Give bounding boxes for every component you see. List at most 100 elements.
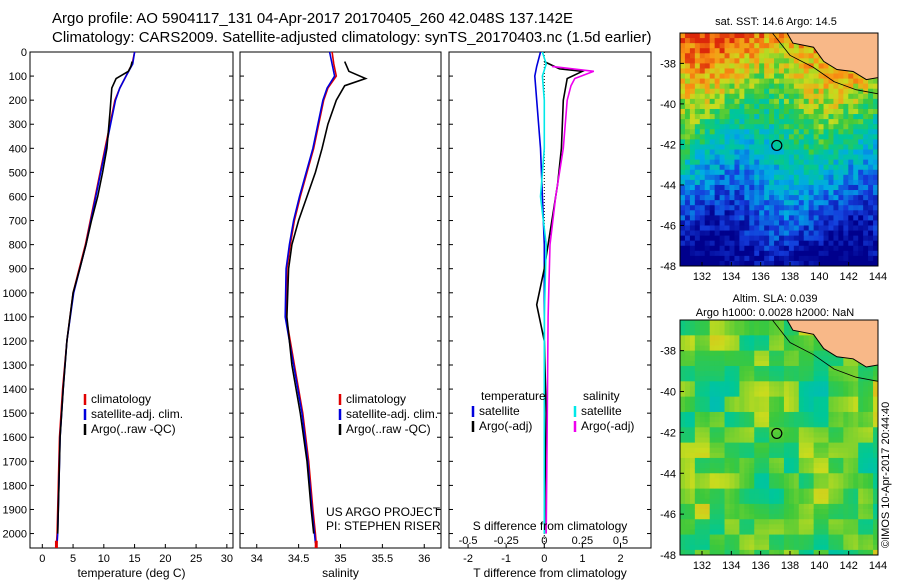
sst_map-cell bbox=[749, 210, 755, 216]
sla_map-cell bbox=[694, 406, 701, 413]
sla_map-cell bbox=[858, 544, 864, 551]
sla_map-cell bbox=[739, 335, 745, 341]
sst_map-cell bbox=[759, 164, 765, 171]
sst_map-cell bbox=[793, 215, 800, 221]
sst_map-cell bbox=[744, 134, 750, 140]
sla_map-cell bbox=[734, 396, 740, 403]
sla_map-cell bbox=[788, 360, 795, 367]
sla_map-cell bbox=[848, 427, 854, 433]
sla_map-cell bbox=[818, 350, 824, 357]
sst_map-cell bbox=[823, 225, 829, 231]
sla_map-cell bbox=[684, 325, 691, 331]
sla_map-cell bbox=[699, 417, 706, 423]
sla_map-cell bbox=[783, 381, 790, 387]
sla_map-cell bbox=[783, 437, 790, 444]
sla_map-cell bbox=[783, 519, 790, 525]
sla_map-cell bbox=[833, 473, 839, 479]
sst_map-cell bbox=[853, 215, 859, 221]
sst_map-cell bbox=[709, 260, 716, 267]
sst_map-cell bbox=[813, 108, 819, 115]
sst_map-cell bbox=[833, 250, 839, 257]
sst_map-cell bbox=[699, 78, 706, 85]
sla_map-cell bbox=[853, 396, 859, 403]
sst_map-cell bbox=[823, 240, 829, 247]
sst_map-cell bbox=[684, 250, 691, 257]
sla_map-cell bbox=[734, 493, 740, 500]
sla_map-cell bbox=[783, 498, 790, 505]
sst_map-cell bbox=[788, 129, 795, 135]
sst_map-cell bbox=[803, 235, 810, 242]
sla_map-cell bbox=[779, 447, 785, 454]
sst_map-cell bbox=[779, 179, 785, 186]
sst_map-cell bbox=[684, 149, 691, 155]
sst_map-cell bbox=[853, 245, 859, 252]
sst_map-cell bbox=[858, 88, 864, 95]
sla_map-cell bbox=[798, 442, 805, 449]
sst_map-cell bbox=[823, 184, 829, 191]
sst_map-cell bbox=[729, 33, 735, 39]
sla_map-cell bbox=[873, 514, 879, 520]
sla_map-cell bbox=[838, 371, 844, 377]
sst_map-cell bbox=[818, 215, 824, 221]
sla_map-cell bbox=[813, 427, 819, 433]
sla_map-cell bbox=[808, 376, 815, 382]
sla_map-cell bbox=[719, 401, 725, 408]
sst_map-cell bbox=[684, 139, 691, 145]
sst_map-cell bbox=[724, 78, 730, 85]
sst_map-cell bbox=[833, 68, 839, 74]
sla_map-cell bbox=[704, 493, 711, 500]
sst_map-cell bbox=[719, 129, 725, 135]
sla_map-cell bbox=[779, 503, 785, 510]
sla_map-cell bbox=[823, 483, 829, 489]
sla_map-cell bbox=[813, 529, 819, 535]
sst_map-cell bbox=[853, 98, 859, 105]
sla_map-cell bbox=[803, 391, 810, 398]
sla_map-cell bbox=[828, 401, 834, 408]
sst_map-cell bbox=[709, 210, 716, 216]
sla_map-cell bbox=[754, 447, 760, 454]
sst_map-cell bbox=[788, 78, 795, 85]
sla_map-cell bbox=[734, 437, 740, 444]
sla_map-cell bbox=[734, 376, 740, 382]
sst_map-cell bbox=[808, 205, 815, 211]
sla_map-cell bbox=[823, 468, 829, 474]
sst_map-cell bbox=[783, 159, 790, 166]
sst_map-cell bbox=[749, 134, 755, 140]
sla_map-cell bbox=[833, 457, 839, 464]
sst_map-cell bbox=[833, 260, 839, 267]
sla_map-cell bbox=[734, 447, 740, 454]
sla_map-cell bbox=[689, 376, 696, 382]
sla_map-cell bbox=[769, 488, 775, 495]
sst_map-cell bbox=[734, 114, 740, 120]
sst_map-cell bbox=[759, 195, 765, 201]
temperature-profile-line bbox=[56, 61, 133, 534]
sst_map-cell bbox=[833, 220, 839, 226]
sst_map-cell bbox=[788, 88, 795, 95]
sst_map-cell bbox=[783, 114, 790, 120]
sla_map-cell bbox=[684, 549, 691, 556]
sst_map-cell bbox=[779, 154, 785, 161]
sla_map-cell bbox=[754, 452, 760, 459]
sla_map-cell bbox=[798, 360, 805, 367]
sla_map-cell bbox=[704, 417, 711, 423]
sst_map-cell bbox=[853, 144, 859, 150]
sla_map-cell bbox=[813, 406, 819, 413]
sst_map-cell bbox=[858, 144, 864, 150]
sst_map-cell bbox=[843, 103, 849, 110]
sla_map-cell bbox=[873, 437, 879, 444]
sst_map-cell bbox=[833, 83, 839, 90]
sla_map-cell bbox=[699, 452, 706, 459]
sla_map-cell bbox=[744, 447, 750, 454]
sst_map-cell bbox=[680, 114, 686, 120]
sst_map-cell bbox=[744, 73, 750, 79]
sla_map-cell bbox=[754, 442, 760, 449]
sst_map-cell bbox=[774, 144, 780, 150]
sst_map-cell bbox=[828, 210, 834, 216]
sla_map-cell bbox=[689, 447, 696, 454]
sst_map-cell bbox=[813, 225, 819, 231]
sla_map-cell bbox=[724, 330, 730, 336]
sla_map-cell bbox=[729, 539, 735, 546]
sla_map-cell bbox=[873, 371, 879, 377]
sla_map-frame bbox=[679, 319, 879, 556]
sst_map-cell bbox=[808, 103, 815, 110]
